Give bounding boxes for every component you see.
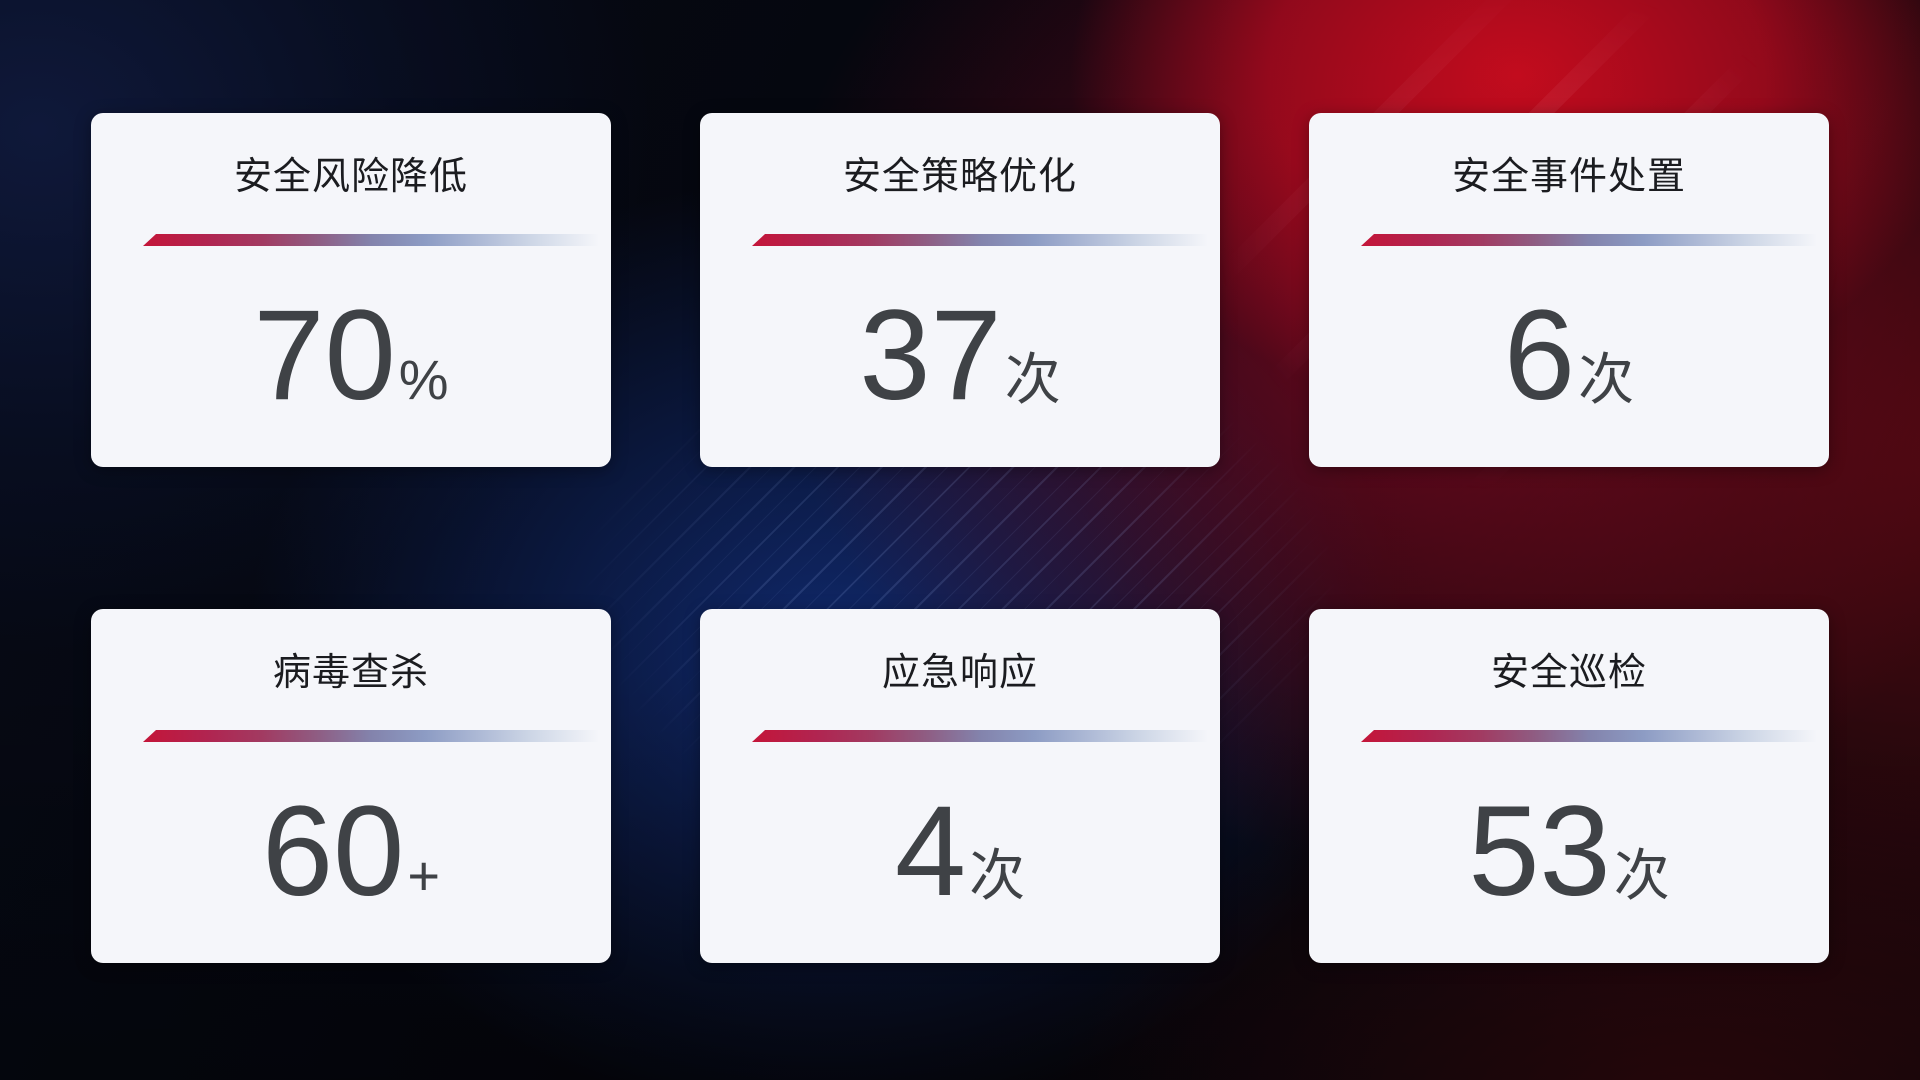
stat-card-policy-optimization: 安全策略优化 37 次 (700, 113, 1220, 467)
stat-unit: + (407, 844, 441, 907)
stat-unit: 次 (1613, 844, 1670, 907)
gradient-divider (143, 730, 599, 742)
stat-card-virus-scan: 病毒查杀 60 + (91, 609, 611, 963)
stat-value-row: 60 + (91, 788, 611, 916)
gradient-divider (752, 234, 1208, 246)
stat-value: 70 (253, 284, 396, 427)
stat-value-row: 6 次 (1309, 292, 1829, 420)
gradient-divider (143, 234, 599, 246)
card-title: 应急响应 (881, 652, 1038, 694)
card-title: 安全事件处置 (1451, 156, 1686, 198)
gradient-divider (1361, 234, 1817, 246)
card-title: 安全巡检 (1490, 652, 1647, 694)
stat-value-row: 4 次 (700, 788, 1220, 916)
stat-value-row: 70 % (91, 292, 611, 420)
gradient-divider (1361, 730, 1817, 742)
card-title: 安全策略优化 (842, 156, 1077, 198)
card-title: 病毒查杀 (272, 652, 429, 694)
stat-unit: 次 (1578, 348, 1635, 411)
stat-card-incident-handling: 安全事件处置 6 次 (1309, 113, 1829, 467)
stat-card-emergency-response: 应急响应 4 次 (700, 609, 1220, 963)
stat-value-row: 53 次 (1309, 788, 1829, 916)
stat-value-row: 37 次 (700, 292, 1220, 420)
stat-unit: 次 (969, 844, 1026, 907)
stat-value: 60 (261, 780, 405, 923)
stat-value: 6 (1503, 284, 1576, 427)
stat-value: 4 (894, 780, 967, 923)
stat-unit: 次 (1004, 348, 1061, 411)
stat-value: 53 (1468, 780, 1611, 923)
card-title: 安全风险降低 (233, 156, 468, 198)
stat-unit: % (398, 348, 449, 411)
stat-card-risk-reduction: 安全风险降低 70 % (91, 113, 611, 467)
stat-card-security-inspection: 安全巡检 53 次 (1309, 609, 1829, 963)
gradient-divider (752, 730, 1208, 742)
kpi-card-grid: 安全风险降低 70 % 安全策略优化 37 次 安全事件处置 6 次 病毒查 (91, 113, 1829, 963)
stat-value: 37 (859, 284, 1002, 427)
